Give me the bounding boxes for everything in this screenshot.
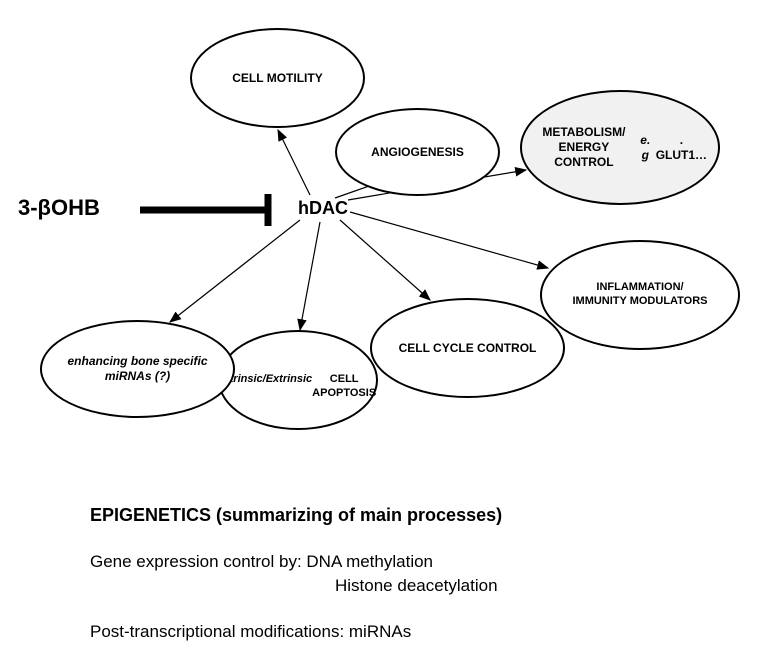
node-metabolism: METABOLISM/ENERGY CONTROLe. g. GLUT1… (520, 90, 720, 205)
node-apoptosis: Intrinsic/ExtrinsicCELL APOPTOSIS (218, 330, 378, 430)
node-angiogenesis: ANGIOGENESIS (335, 108, 500, 196)
inhibitor-label: 3-βOHB (18, 195, 100, 221)
edge-to-cell-motility (278, 130, 310, 195)
footer-line2: Histone deacetylation (335, 576, 763, 596)
edge-to-cell-cycle (340, 220, 430, 300)
footer-line3: Post-transcriptional modifications: miRN… (90, 622, 670, 642)
node-cell-cycle: CELL CYCLE CONTROL (370, 298, 565, 398)
diagram-canvas: 3-βOHB hDAC CELL MOTILITYANGIOGENESISMET… (0, 0, 763, 666)
edge-to-apoptosis (300, 222, 320, 330)
hub-label: hDAC (298, 198, 348, 219)
footer-title: EPIGENETICS (summarizing of main process… (90, 505, 670, 526)
footer-line1: Gene expression control by: DNA methylat… (90, 552, 670, 572)
edge-to-inflammation (350, 212, 548, 268)
edge-to-mirna (170, 220, 300, 322)
node-inflammation: INFLAMMATION/IMMUNITY MODULATORS (540, 240, 740, 350)
node-cell-motility: CELL MOTILITY (190, 28, 365, 128)
node-mirna: enhancing bone specificmiRNAs (?) (40, 320, 235, 418)
